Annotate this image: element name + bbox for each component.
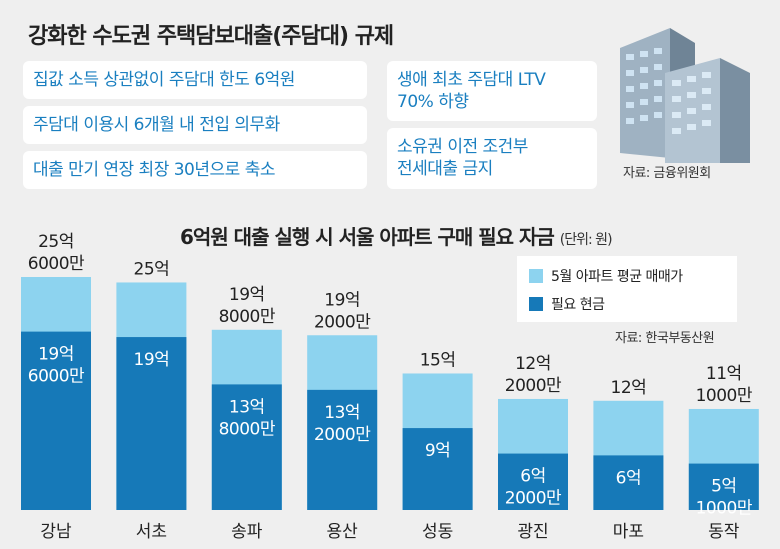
category-label-0: 강남	[40, 522, 72, 542]
price-label-1: 25억	[134, 259, 170, 279]
bar-cash-6	[593, 455, 664, 510]
policy-text: 주담대 이용시 6개월 내 전입 의무화	[33, 115, 280, 135]
cash-label-6: 6억	[616, 468, 641, 488]
policy-text-line: 소유권 이전 조건부	[397, 137, 528, 157]
cash-label-5: 6억	[520, 467, 545, 487]
category-label-4: 성동	[422, 522, 453, 542]
cash-label-1: 19억	[134, 350, 170, 370]
legend: 5월 아파트 평균 매매가 필요 현금	[517, 256, 737, 322]
legend-label-cash: 필요 현금	[551, 297, 605, 313]
cash-label-2: 13억	[229, 397, 265, 417]
chart-title: 6억원 대출 실행 시 서울 아파트 구매 필요 자금 (단위: 원)	[180, 221, 613, 250]
policy-card-3: 대출 만기 연장 최장 30년으로 축소	[23, 151, 367, 189]
bar-cash-0	[21, 331, 91, 510]
category-label-2: 송파	[231, 522, 263, 542]
price-label-5: 12억	[515, 354, 551, 374]
price-label-2: 19억	[229, 285, 265, 305]
price-label-7: 11억	[706, 364, 742, 384]
policy-card-1: 집값 소득 상관없이 주담대 한도 6억원	[23, 61, 367, 99]
bar-cash-4	[402, 428, 473, 510]
policy-card-2: 주담대 이용시 6개월 내 전입 의무화	[23, 106, 367, 144]
category-label-5: 광진	[517, 522, 548, 542]
chart-source: 자료: 한국부동산원	[615, 331, 715, 346]
policy-card-5: 소유권 이전 조건부 전세대출 금지	[387, 128, 597, 189]
cash-label-3: 2000만	[314, 425, 371, 445]
page-title: 강화한 수도권 주택담보대출(주담대) 규제	[28, 24, 394, 49]
price-label-0: 25억	[38, 232, 74, 252]
category-label-3: 용산	[327, 522, 359, 542]
policy-text: 대출 만기 연장 최장 30년으로 축소	[33, 160, 275, 180]
cash-label-5: 2000만	[505, 489, 562, 509]
policy-text-line: 전세대출 금지	[397, 159, 493, 179]
bar-cash-2	[211, 384, 282, 510]
apartment-building-icon	[620, 28, 750, 163]
legend-swatch-price	[529, 269, 543, 283]
price-label-3: 2000만	[314, 312, 371, 332]
policy-card-4: 생애 최초 주담대 LTV 70% 하향	[387, 61, 597, 121]
cash-label-0: 6000만	[28, 367, 85, 387]
legend-swatch-cash	[529, 297, 543, 311]
policy-text-line: 70% 하향	[397, 92, 469, 112]
bar-cash-3	[307, 389, 378, 510]
legend-item-cash: 필요 현금	[529, 294, 605, 314]
price-label-5: 2000만	[505, 376, 562, 396]
cash-label-7: 1000만	[696, 499, 753, 519]
cash-label-4: 9억	[425, 441, 450, 461]
category-label-6: 마포	[613, 522, 644, 542]
price-label-6: 12억	[611, 378, 647, 398]
cash-label-3: 13억	[324, 403, 360, 423]
price-label-4: 15억	[420, 350, 456, 370]
price-label-7: 1000만	[696, 386, 753, 406]
price-label-3: 19억	[324, 290, 360, 310]
legend-label-price: 5월 아파트 평균 매매가	[551, 269, 683, 285]
bar-cash-1	[116, 337, 187, 510]
cash-label-0: 19억	[38, 345, 74, 365]
price-label-0: 6000만	[28, 254, 85, 274]
chart-unit: (단위: 원)	[559, 232, 613, 248]
chart-title-text: 6억원 대출 실행 시 서울 아파트 구매 필요 자금	[180, 225, 555, 249]
bar-cash-7	[688, 463, 759, 510]
legend-item-price: 5월 아파트 평균 매매가	[529, 266, 683, 286]
category-label-1: 서초	[136, 522, 167, 542]
cash-label-7: 5억	[711, 477, 736, 497]
bar-cash-5	[498, 453, 568, 510]
policy-text-line: 생애 최초 주담대 LTV	[397, 70, 546, 90]
cash-label-2: 8000만	[219, 419, 276, 439]
policy-text: 집값 소득 상관없이 주담대 한도 6억원	[33, 70, 295, 90]
category-label-7: 동작	[708, 522, 740, 542]
price-label-2: 8000만	[219, 307, 276, 327]
policy-source: 자료: 금융위원회	[623, 166, 711, 181]
